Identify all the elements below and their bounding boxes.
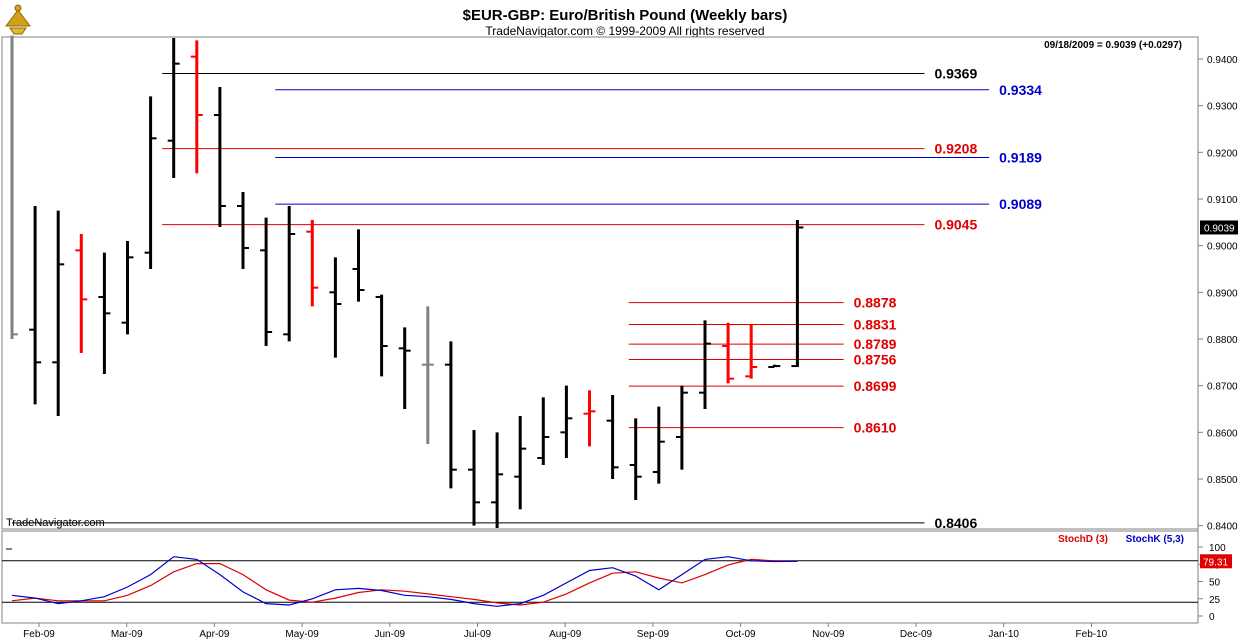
ohlc-bar [121, 241, 134, 335]
ohlc-bar [75, 234, 88, 353]
level-lines: 0.9369 0.9334 0.9208 0.9189 0.9089 0.9045 0.88… [12, 65, 1042, 531]
ohlc-bar [167, 38, 180, 178]
ohlc-bar [144, 96, 157, 269]
level-label-0.9189: 0.9189 [999, 149, 1042, 165]
level-label-0.8699: 0.8699 [854, 378, 897, 394]
x-tick-label: Apr-09 [199, 629, 229, 640]
x-tick-label: Jul-09 [464, 629, 492, 640]
ohlc-bar [237, 192, 249, 269]
ohlc-bar [537, 397, 550, 465]
app-logo-icon [5, 4, 31, 35]
ohlc-bar [283, 206, 296, 342]
chart-subtitle: TradeNavigator.com © 1999-2009 All right… [485, 24, 764, 38]
ohlc-bar [675, 385, 688, 470]
level-label-0.8831: 0.8831 [854, 317, 897, 333]
ohlc-bar [491, 432, 504, 528]
stoch-tick-label: 25 [1209, 595, 1221, 606]
x-tick-label: Feb-10 [1076, 629, 1108, 640]
price-tick-label: 0.8500 [1207, 475, 1238, 486]
ohlc-bar [52, 210, 65, 416]
ohlc-bar [98, 252, 111, 374]
ohlc-bar [606, 395, 619, 479]
ohlc-bar [745, 325, 758, 379]
ohlc-bar [468, 430, 480, 526]
level-label-0.9089: 0.9089 [999, 196, 1042, 212]
ohlc-bar [352, 229, 365, 302]
ohlc-bar [652, 406, 665, 484]
ohlc-bar [6, 35, 18, 550]
stoch-last-marker [1200, 554, 1232, 569]
price-tick-label: 0.9200 [1207, 148, 1238, 159]
stoch-tick-label: 100 [1209, 543, 1226, 554]
x-tick-label: Jan-10 [988, 629, 1019, 640]
last-price-label: 0.9039 [1204, 223, 1235, 234]
level-label-0.8789: 0.8789 [854, 336, 897, 352]
price-axis: 0.9400 0.9300 0.9200 0.9100 0.9000 0.8900 0.88… [1198, 55, 1238, 533]
ohlc-bar [260, 217, 273, 346]
chart-title: $EUR-GBP: Euro/British Pound (Weekly bar… [463, 7, 788, 24]
price-tick-label: 0.8900 [1207, 288, 1238, 299]
x-tick-label: Sep-09 [637, 629, 670, 640]
stoch-k-legend: StochK (5,3) [1126, 534, 1184, 545]
stoch-tick-label: 0 [1209, 612, 1215, 623]
price-tick-label: 0.8400 [1207, 522, 1238, 533]
price-tick-label: 0.9400 [1207, 55, 1238, 66]
ohlc-bar [29, 206, 42, 405]
level-label-0.9334: 0.9334 [999, 82, 1042, 98]
ohlc-bar [791, 220, 804, 368]
ohlc-bar [768, 364, 781, 368]
ohlc-bar [629, 418, 642, 500]
ohlc-bar [398, 327, 411, 409]
ohlc-bar [306, 220, 319, 307]
price-tick-label: 0.8700 [1207, 382, 1238, 393]
x-tick-label: Feb-09 [23, 629, 55, 640]
stoch-d-line [11, 558, 798, 606]
stoch-last-label: 79.31 [1203, 557, 1228, 568]
last-price-marker [1200, 220, 1238, 235]
level-label-0.9208: 0.9208 [934, 141, 977, 157]
price-tick-label: 0.9300 [1207, 102, 1238, 113]
stoch-tick-label: 50 [1209, 578, 1221, 589]
last-price-info: 09/18/2009 = 0.9039 (+0.0297) [1044, 40, 1182, 51]
x-axis: Feb-09 Mar-09 Apr-09 May-09 Jun-09 Jul-09 Aug-… [23, 623, 1108, 640]
ohlc-bar [213, 87, 226, 227]
x-tick-label: Nov-09 [812, 629, 845, 640]
x-tick-label: Aug-09 [549, 629, 582, 640]
stochastic-pane: 100755025079.31 [2, 543, 1232, 623]
price-tick-label: 0.9100 [1207, 195, 1238, 206]
level-label-0.8878: 0.8878 [854, 295, 897, 311]
ohlc-bar [421, 306, 434, 444]
ohlc-bar [514, 416, 527, 510]
ohlc-bar [375, 294, 388, 377]
level-label-0.8610: 0.8610 [854, 420, 897, 436]
level-label-0.9045: 0.9045 [934, 217, 977, 233]
x-tick-label: Jun-09 [375, 629, 406, 640]
ohlc-bar [444, 341, 457, 489]
level-label-0.9369: 0.9369 [934, 65, 977, 81]
x-tick-label: Mar-09 [111, 629, 143, 640]
price-tick-label: 0.9000 [1207, 242, 1238, 253]
ohlc-bar [699, 320, 711, 409]
x-tick-label: Dec-09 [900, 629, 933, 640]
level-label-0.8406: 0.8406 [934, 515, 977, 531]
ohlc-bar [583, 390, 596, 447]
stoch-d-legend: StochD (3) [1058, 534, 1108, 545]
price-tick-label: 0.8800 [1207, 335, 1238, 346]
level-label-0.8756: 0.8756 [854, 352, 897, 368]
x-tick-label: May-09 [285, 629, 319, 640]
ohlc-bar [722, 322, 735, 384]
stoch-k-line [11, 556, 798, 607]
price-bars [6, 35, 804, 550]
ohlc-bar [190, 40, 203, 174]
price-tick-label: 0.8600 [1207, 428, 1238, 439]
ohlc-bar [329, 257, 342, 358]
ohlc-bar [560, 385, 573, 458]
x-tick-label: Oct-09 [726, 629, 756, 640]
